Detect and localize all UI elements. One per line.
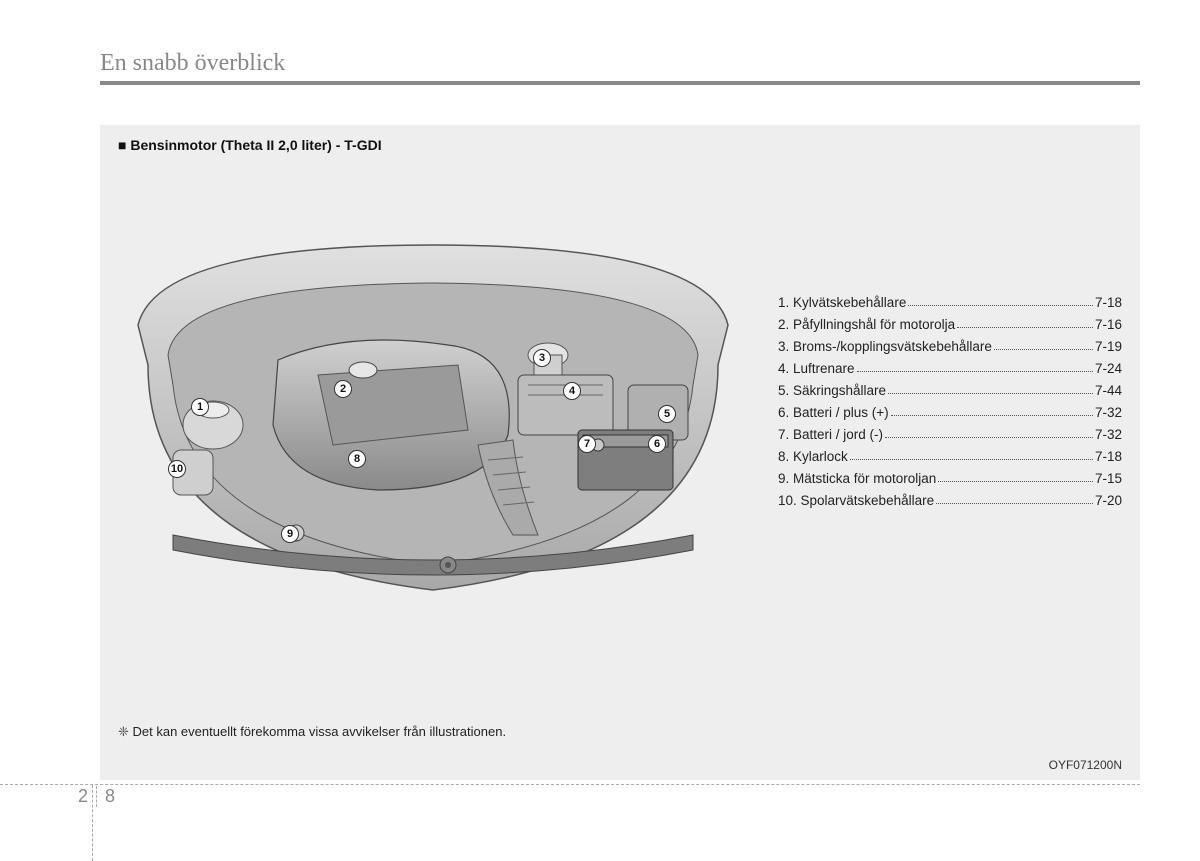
page-number-value: 8	[97, 786, 115, 807]
page-title: En snabb överblick	[100, 50, 1140, 77]
legend-dots	[885, 427, 1093, 438]
footnote: Det kan eventuellt förekomma vissa avvik…	[118, 724, 506, 740]
legend-page: 7-19	[1095, 339, 1122, 354]
legend-row: 2. Påfyllningshål för motorolja 7-16	[778, 317, 1122, 332]
legend-label: 5. Säkringshållare	[778, 383, 886, 398]
legend-dots	[891, 405, 1093, 416]
legend-row: 3. Broms-/kopplingsvätskebehållare 7-19	[778, 339, 1122, 354]
legend-dots	[908, 295, 1093, 306]
callout-9: 9	[281, 525, 299, 543]
legend-dots	[938, 471, 1093, 482]
legend-label: 9. Mätsticka för motoroljan	[778, 471, 936, 486]
legend-dots	[857, 361, 1093, 372]
legend-label: 1. Kylvätskebehållare	[778, 295, 906, 310]
legend-dots	[850, 449, 1093, 460]
legend-dots	[888, 383, 1093, 394]
header-rule	[100, 81, 1140, 85]
callout-1: 1	[191, 398, 209, 416]
callout-8: 8	[348, 450, 366, 468]
image-code: OYF071200N	[1049, 758, 1122, 772]
legend-page: 7-20	[1095, 493, 1122, 508]
legend-row: 4. Luftrenare 7-24	[778, 361, 1122, 376]
legend-row: 10. Spolarvätskebehållare 7-20	[778, 493, 1122, 508]
legend-page: 7-44	[1095, 383, 1122, 398]
legend-page: 7-24	[1095, 361, 1122, 376]
legend-label: 7. Batteri / jord (-)	[778, 427, 883, 442]
callout-7: 7	[578, 435, 596, 453]
legend-label: 10. Spolarvätskebehållare	[778, 493, 934, 508]
footer-rule-horizontal	[0, 784, 1140, 785]
legend-label: 8. Kylarlock	[778, 449, 848, 464]
panel-title: Bensinmotor (Theta II 2,0 liter) - T-GDI	[118, 137, 1122, 153]
legend-dots	[957, 317, 1093, 328]
section-number: 2	[78, 786, 97, 807]
legend-dots	[994, 339, 1093, 350]
page-number: 2 8	[78, 786, 115, 807]
callout-4: 4	[563, 382, 581, 400]
legend-row: 6. Batteri / plus (+) 7-32	[778, 405, 1122, 420]
legend-label: 3. Broms-/kopplingsvätskebehållare	[778, 339, 992, 354]
engine-diagram: 1 2 34 5 6 7 8 9 10	[118, 235, 748, 655]
legend-label: 2. Påfyllningshål för motorolja	[778, 317, 955, 332]
legend-label: 4. Luftrenare	[778, 361, 855, 376]
callout-3: 3	[533, 349, 551, 367]
legend: 1. Kylvätskebehållare 7-18 2. Påfyllningsh…	[748, 165, 1122, 515]
legend-row: 7. Batteri / jord (-) 7-32	[778, 427, 1122, 442]
callout-5: 5	[658, 405, 676, 423]
content-panel: Bensinmotor (Theta II 2,0 liter) - T-GDI	[100, 125, 1140, 780]
legend-label: 6. Batteri / plus (+)	[778, 405, 889, 420]
callout-10: 10	[168, 460, 186, 478]
legend-row: 1. Kylvätskebehållare 7-18	[778, 295, 1122, 310]
legend-page: 7-32	[1095, 427, 1122, 442]
legend-page: 7-18	[1095, 449, 1122, 464]
legend-dots	[936, 493, 1093, 504]
legend-page: 7-18	[1095, 295, 1122, 310]
legend-row: 5. Säkringshållare 7-44	[778, 383, 1122, 398]
legend-row: 8. Kylarlock 7-18	[778, 449, 1122, 464]
legend-page: 7-32	[1095, 405, 1122, 420]
callout-6: 6	[648, 435, 666, 453]
legend-page: 7-15	[1095, 471, 1122, 486]
legend-page: 7-16	[1095, 317, 1122, 332]
callout-2: 2	[334, 380, 352, 398]
legend-row: 9. Mätsticka för motoroljan 7-15	[778, 471, 1122, 486]
